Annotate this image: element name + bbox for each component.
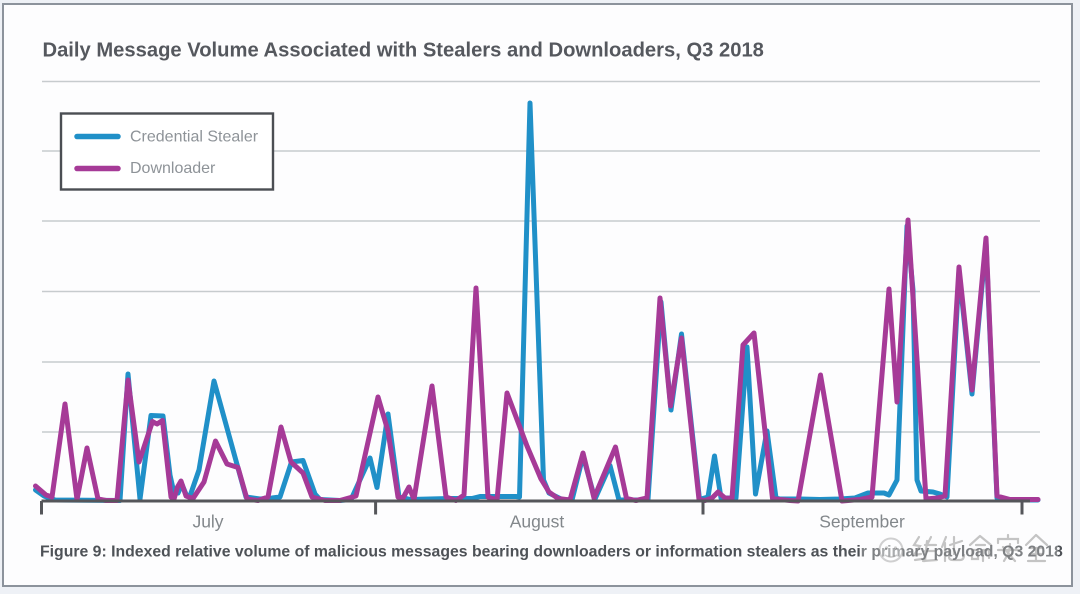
svg-text:Figure 9: Indexed relative vol: Figure 9: Indexed relative volume of mal… bbox=[40, 544, 1063, 561]
svg-text:Downloader: Downloader bbox=[130, 160, 216, 177]
svg-text:Credential Stealer: Credential Stealer bbox=[130, 129, 259, 146]
svg-text:August: August bbox=[510, 512, 565, 532]
svg-text:September: September bbox=[819, 512, 905, 532]
svg-text:Daily Message Volume Associate: Daily Message Volume Associated with Ste… bbox=[43, 39, 764, 61]
svg-text:July: July bbox=[192, 512, 223, 532]
